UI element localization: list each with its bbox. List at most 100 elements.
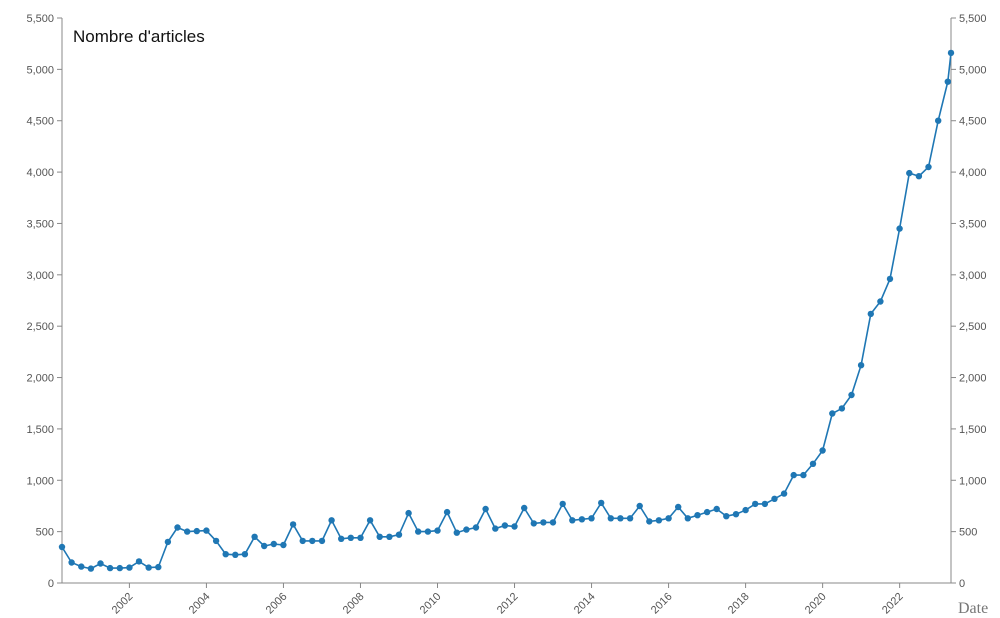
y-tick-left-label: 500	[36, 527, 54, 539]
x-tick-label: 2010	[418, 591, 444, 617]
data-point	[97, 560, 104, 567]
data-points	[58, 49, 955, 572]
data-point	[694, 512, 701, 519]
data-point	[915, 173, 923, 180]
data-point	[126, 564, 133, 571]
data-point	[395, 531, 403, 538]
data-point	[453, 529, 460, 536]
data-point	[405, 509, 412, 517]
y-tick-left-label: 3,500	[26, 218, 54, 230]
data-point	[222, 551, 229, 558]
data-point	[482, 505, 489, 513]
x-tick-label: 2014	[572, 591, 598, 617]
data-point	[771, 495, 778, 502]
data-point	[106, 564, 114, 572]
data-point	[174, 524, 181, 531]
data-point	[501, 522, 509, 529]
data-point	[251, 533, 258, 540]
data-point	[723, 513, 730, 520]
data-point	[906, 169, 913, 177]
y-tick-right-label: 1,000	[959, 475, 987, 487]
data-point	[848, 391, 855, 399]
data-point	[761, 500, 769, 508]
y-tick-right-label: 4,500	[959, 116, 987, 128]
data-point	[424, 528, 432, 535]
data-point	[684, 515, 691, 522]
data-point	[203, 527, 210, 534]
data-point	[819, 447, 826, 454]
y-tick-right-label: 2,500	[959, 321, 987, 333]
y-ticks-right: 0 500 1,000 1,500 2,000 2,500 3,000 3,500 4,000 4…	[951, 13, 987, 590]
y-ticks-left: 0 500 1,000 1,500 2,000 2,500 3,000 3,500 4,000 4…	[26, 13, 62, 590]
data-point	[598, 499, 605, 507]
data-point	[829, 410, 836, 417]
data-point	[877, 298, 884, 305]
data-point	[530, 520, 537, 527]
data-point	[270, 540, 277, 548]
x-tick-label: 2018	[726, 591, 752, 617]
y-tick-left-label: 0	[48, 578, 54, 590]
data-point	[347, 534, 354, 541]
x-tick-label: 2004	[187, 591, 213, 617]
data-point	[164, 538, 172, 546]
data-point	[386, 533, 393, 540]
y-tick-right-label: 3,500	[959, 218, 987, 230]
y-tick-right-label: 4,000	[959, 167, 987, 179]
data-point	[540, 519, 547, 526]
data-point	[289, 521, 297, 528]
data-point	[790, 471, 797, 479]
data-point	[809, 460, 817, 467]
data-point	[415, 528, 422, 535]
x-tick-label: 2020	[803, 591, 829, 617]
data-point	[155, 563, 162, 571]
x-tick-label: 2006	[264, 591, 290, 617]
data-point	[713, 505, 720, 513]
y-tick-left-label: 2,500	[26, 321, 54, 333]
data-point	[212, 537, 220, 545]
data-point	[838, 405, 846, 412]
data-point	[463, 526, 470, 533]
data-point	[944, 78, 951, 85]
data-point	[947, 49, 955, 57]
data-point	[184, 528, 191, 535]
x-tick-label: 2022	[880, 591, 906, 617]
data-point	[703, 508, 711, 516]
y-tick-right-label: 1,500	[959, 424, 987, 436]
data-point	[925, 163, 932, 171]
series-line	[61, 52, 952, 570]
data-point	[366, 517, 374, 524]
data-point	[232, 551, 239, 558]
data-point	[492, 525, 499, 532]
data-point	[135, 558, 143, 565]
data-point	[376, 533, 383, 540]
data-point	[732, 511, 740, 518]
data-point	[636, 502, 643, 510]
data-point	[145, 564, 152, 571]
x-tick-label: 2008	[341, 591, 367, 617]
y-tick-left-label: 4,000	[26, 167, 54, 179]
y-tick-left-label: 5,000	[26, 64, 54, 76]
y-tick-left-label: 1,000	[26, 475, 54, 487]
data-point	[318, 537, 326, 545]
y-tick-right-label: 5,000	[959, 64, 987, 76]
y-tick-left-label: 2,000	[26, 373, 54, 385]
data-point	[443, 508, 451, 516]
data-point	[261, 542, 268, 550]
x-tick-label: 2012	[495, 591, 521, 617]
data-point	[886, 275, 894, 283]
data-point	[646, 518, 653, 525]
data-point	[309, 537, 316, 545]
y-tick-right-label: 3,000	[959, 270, 987, 282]
data-point	[472, 524, 480, 531]
data-point	[896, 225, 903, 232]
x-tick-label: 2016	[649, 591, 675, 617]
data-point	[867, 310, 874, 318]
data-point	[569, 517, 576, 524]
y-tick-right-label: 2,000	[959, 373, 987, 385]
data-point	[193, 527, 200, 535]
data-point	[58, 543, 66, 551]
y-tick-left-label: 1,500	[26, 424, 54, 436]
axes	[61, 18, 952, 584]
data-point	[511, 523, 518, 530]
data-point	[800, 471, 807, 479]
